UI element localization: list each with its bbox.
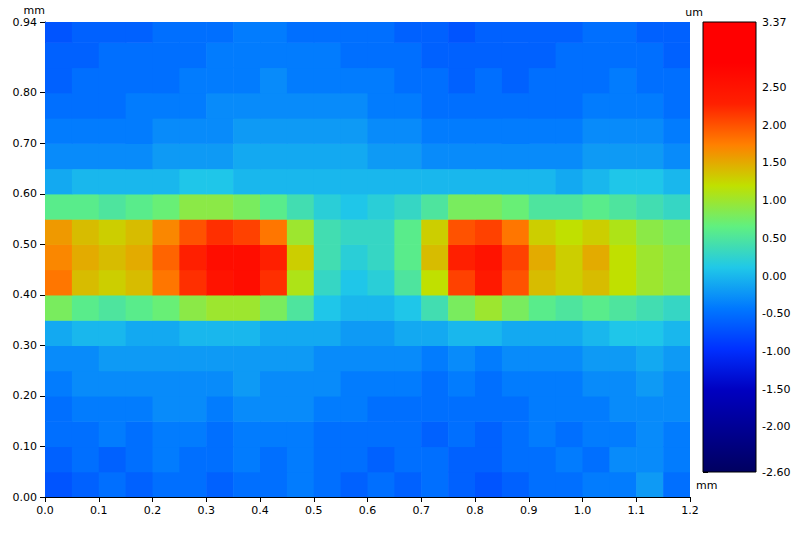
svg-text:0.94: 0.94 [13, 16, 38, 29]
svg-text:0.30: 0.30 [13, 339, 38, 352]
svg-text:0.6: 0.6 [359, 504, 377, 517]
svg-text:0.00: 0.00 [13, 491, 38, 504]
svg-text:-0.50: -0.50 [762, 307, 790, 320]
svg-text:0.2: 0.2 [144, 504, 162, 517]
svg-text:um: um [685, 6, 703, 19]
svg-text:-2.00: -2.00 [762, 420, 790, 433]
svg-text:1.1: 1.1 [628, 504, 646, 517]
svg-text:0.1: 0.1 [90, 504, 108, 517]
svg-text:0.20: 0.20 [13, 389, 38, 402]
svg-text:0.70: 0.70 [13, 137, 38, 150]
svg-text:0.40: 0.40 [13, 288, 38, 301]
svg-text:0.60: 0.60 [13, 187, 38, 200]
svg-text:mm: mm [23, 4, 45, 17]
svg-text:0.8: 0.8 [466, 504, 484, 517]
svg-text:1.00: 1.00 [762, 194, 787, 207]
svg-text:1.0: 1.0 [574, 504, 592, 517]
svg-text:0.80: 0.80 [13, 86, 38, 99]
svg-text:0.50: 0.50 [13, 238, 38, 251]
svg-text:0.10: 0.10 [13, 440, 38, 453]
svg-text:0.4: 0.4 [251, 504, 269, 517]
svg-text:2.50: 2.50 [762, 81, 787, 94]
svg-text:0.00: 0.00 [762, 270, 787, 283]
svg-text:1.2: 1.2 [681, 504, 699, 517]
svg-text:0.9: 0.9 [520, 504, 538, 517]
svg-text:0.5: 0.5 [305, 504, 323, 517]
svg-text:-2.60: -2.60 [762, 466, 790, 479]
svg-text:mm: mm [696, 479, 717, 492]
svg-text:0.3: 0.3 [198, 504, 216, 517]
svg-text:-1.00: -1.00 [762, 345, 790, 358]
svg-text:0.50: 0.50 [762, 232, 787, 245]
svg-text:1.50: 1.50 [762, 156, 787, 169]
svg-text:3.37: 3.37 [762, 16, 787, 29]
svg-text:2.00: 2.00 [762, 119, 787, 132]
svg-text:0.0: 0.0 [36, 504, 54, 517]
svg-text:0.7: 0.7 [413, 504, 431, 517]
svg-text:-1.50: -1.50 [762, 383, 790, 396]
